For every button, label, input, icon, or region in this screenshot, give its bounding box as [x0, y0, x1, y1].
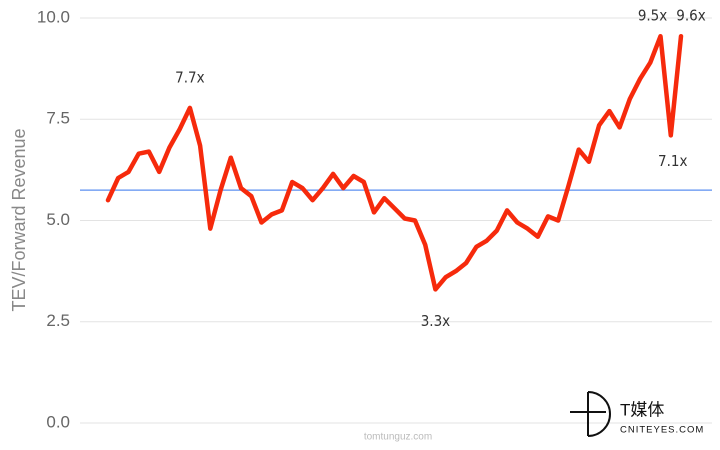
annotation: 7.7x	[175, 68, 204, 86]
annotation: 9.6x	[676, 7, 705, 25]
logo-subtitle: CNITEYES.COM	[620, 425, 704, 436]
y-tick-label: 0.0	[46, 412, 70, 431]
watermark: tomtunguz.com	[364, 432, 432, 443]
y-tick-label: 2.5	[46, 311, 70, 330]
annotation: 7.1x	[658, 152, 687, 170]
logo-arc	[587, 391, 611, 437]
data-line	[105, 33, 684, 292]
annotation: 9.5x	[638, 7, 667, 25]
logo-title: T媒体	[620, 400, 664, 419]
y-axis-label: TEV/Forward Revenue	[9, 128, 29, 311]
plot: 0.0 2.5 5.0 7.5 10.0 7.7x 3.3x 9.5x 9.6x 7.1x	[37, 7, 712, 431]
y-tick-label: 10.0	[37, 7, 70, 26]
logo: T媒体 CNITEYES.COM	[570, 391, 704, 437]
y-tick-label: 5.0	[46, 210, 70, 229]
y-tick-label: 7.5	[46, 109, 70, 128]
annotation: 3.3x	[421, 312, 450, 330]
